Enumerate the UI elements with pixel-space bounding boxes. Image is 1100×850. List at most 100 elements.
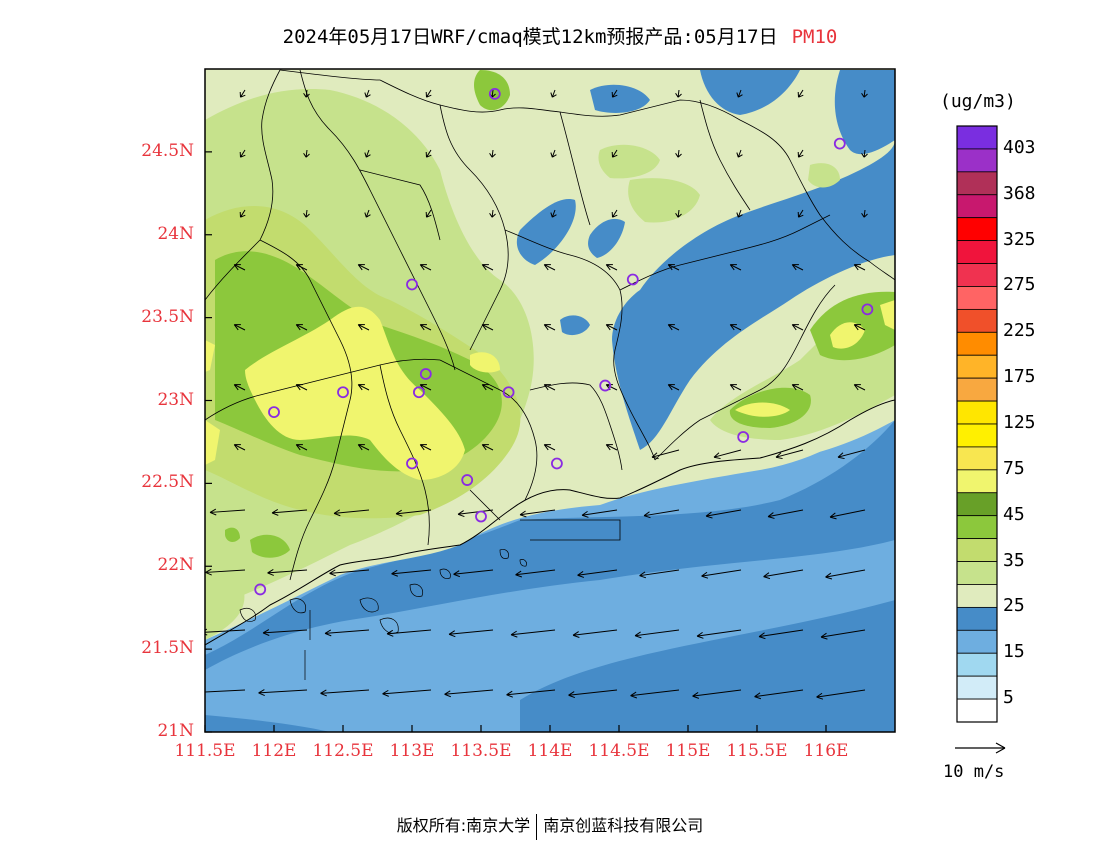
colorbar-swatch (956, 698, 998, 723)
site-marker (268, 406, 280, 419)
wind-arrow (295, 324, 308, 331)
lat-label: 22.5N (141, 472, 194, 493)
wind-arrow (758, 629, 804, 640)
wind-arrow (729, 384, 742, 391)
colorbar-swatch (956, 400, 998, 425)
lat-label: 24N (157, 223, 194, 244)
colorbar-label: 35 (1003, 549, 1025, 571)
wind-arrow (630, 689, 680, 699)
colorbar-label: 45 (1003, 503, 1025, 525)
wind-arrow (303, 209, 310, 218)
site-marker (551, 457, 563, 470)
wind-arrow (791, 264, 804, 271)
wind-arrow (515, 569, 556, 578)
wind-arrow (489, 149, 496, 158)
colorbar-label: 15 (1003, 641, 1025, 663)
wind-arrow (667, 264, 680, 271)
lat-label: 23.5N (141, 306, 194, 327)
wind-arrow (357, 264, 370, 271)
wind-arrow (667, 324, 680, 331)
wind-arrow (568, 689, 618, 699)
copyright-right: 南京创蓝科技有限公司 (543, 816, 704, 835)
colorbar (956, 125, 998, 723)
lon-label: 115.5E (726, 741, 788, 761)
lon-label: 112E (251, 741, 297, 761)
colorbar-label: 5 (1003, 687, 1014, 709)
wind-arrow (205, 689, 246, 693)
map-title: 2024年05月17日WRF/cmaq模式12km预报产品:05月17日 PM10 (0, 22, 1100, 49)
site-marker (412, 386, 425, 399)
wind-arrow (267, 569, 308, 576)
colorbar-swatch (956, 377, 998, 402)
wind-arrow (481, 444, 494, 451)
wind-arrow (729, 324, 742, 331)
wind-arrow (303, 149, 310, 158)
wind-arrow (675, 89, 682, 98)
wind-arrow (639, 569, 680, 579)
wind-arrow (581, 509, 618, 518)
colorbar-label: 125 (1003, 412, 1036, 433)
colorbar-swatch (956, 584, 998, 608)
wind-arrow (611, 149, 618, 158)
wind-arrow (763, 569, 804, 580)
wind-arrow (825, 569, 866, 580)
colorbar-label: 175 (1003, 366, 1036, 388)
lon-label: 111.5E (174, 741, 236, 761)
copyright: 版权所有:南京大学 南京创蓝科技有限公司 (0, 812, 1100, 840)
wind-arrow (489, 209, 496, 218)
lon-label: 114E (527, 741, 573, 761)
wind-arrow (797, 149, 804, 158)
wind-arrow (481, 324, 494, 331)
colorbar-label: 225 (1003, 320, 1036, 342)
lat-label: 24.5N (141, 140, 194, 161)
wind-reference-label: 10 m/s (943, 762, 1005, 782)
colorbar-label: 325 (1003, 228, 1036, 250)
site-marker (502, 386, 515, 399)
admin-boundaries (205, 69, 895, 646)
wind-arrow (419, 324, 432, 331)
site-marker (475, 510, 487, 523)
wind-arrow (837, 449, 866, 460)
wind-arrow (543, 264, 556, 271)
colorbar-swatch (956, 675, 998, 700)
wind-arrow (481, 264, 494, 271)
wind-arrow (775, 449, 804, 460)
lon-label: 116E (803, 741, 849, 761)
site-marker (488, 87, 501, 100)
lon-label: 115E (665, 741, 711, 761)
wind-arrow (324, 629, 370, 637)
title-main: 2024年05月17日WRF/cmaq模式12km预报产品:05月17日 (282, 26, 778, 48)
wind-arrow (510, 629, 556, 638)
colorbar-swatch (956, 331, 998, 356)
wind-arrow (205, 568, 246, 576)
wind-arrow (820, 629, 866, 640)
wind-arrow (791, 384, 804, 391)
copyright-separator (536, 813, 538, 840)
site-marker (626, 273, 639, 286)
wind-arrow (419, 264, 432, 271)
wind-arrow (816, 689, 866, 700)
lat-label: 21.5N (141, 638, 194, 659)
colorbar-label: 275 (1003, 274, 1036, 296)
colorbar-swatch (956, 354, 998, 379)
wind-arrow (357, 384, 370, 391)
site-marker (833, 137, 846, 150)
wind-arrow (419, 444, 432, 451)
title-pollutant: PM10 (791, 26, 838, 48)
wind-arrow (829, 509, 866, 520)
colorbar-swatch (956, 446, 998, 471)
wind-arrow (364, 209, 371, 218)
wind-arrow (736, 209, 743, 218)
lat-label: 23N (157, 389, 194, 410)
wind-arrow (605, 444, 618, 451)
colorbar-swatch (956, 171, 998, 196)
wind-arrow (861, 149, 868, 158)
wind-arrow (329, 569, 370, 577)
colorbar-swatch (956, 492, 998, 517)
lon-label: 113.5E (450, 741, 512, 761)
wind-arrow (320, 689, 370, 697)
colorbar-swatch (956, 469, 998, 494)
wind-arrow (853, 324, 866, 331)
colorbar-swatch (956, 148, 998, 173)
